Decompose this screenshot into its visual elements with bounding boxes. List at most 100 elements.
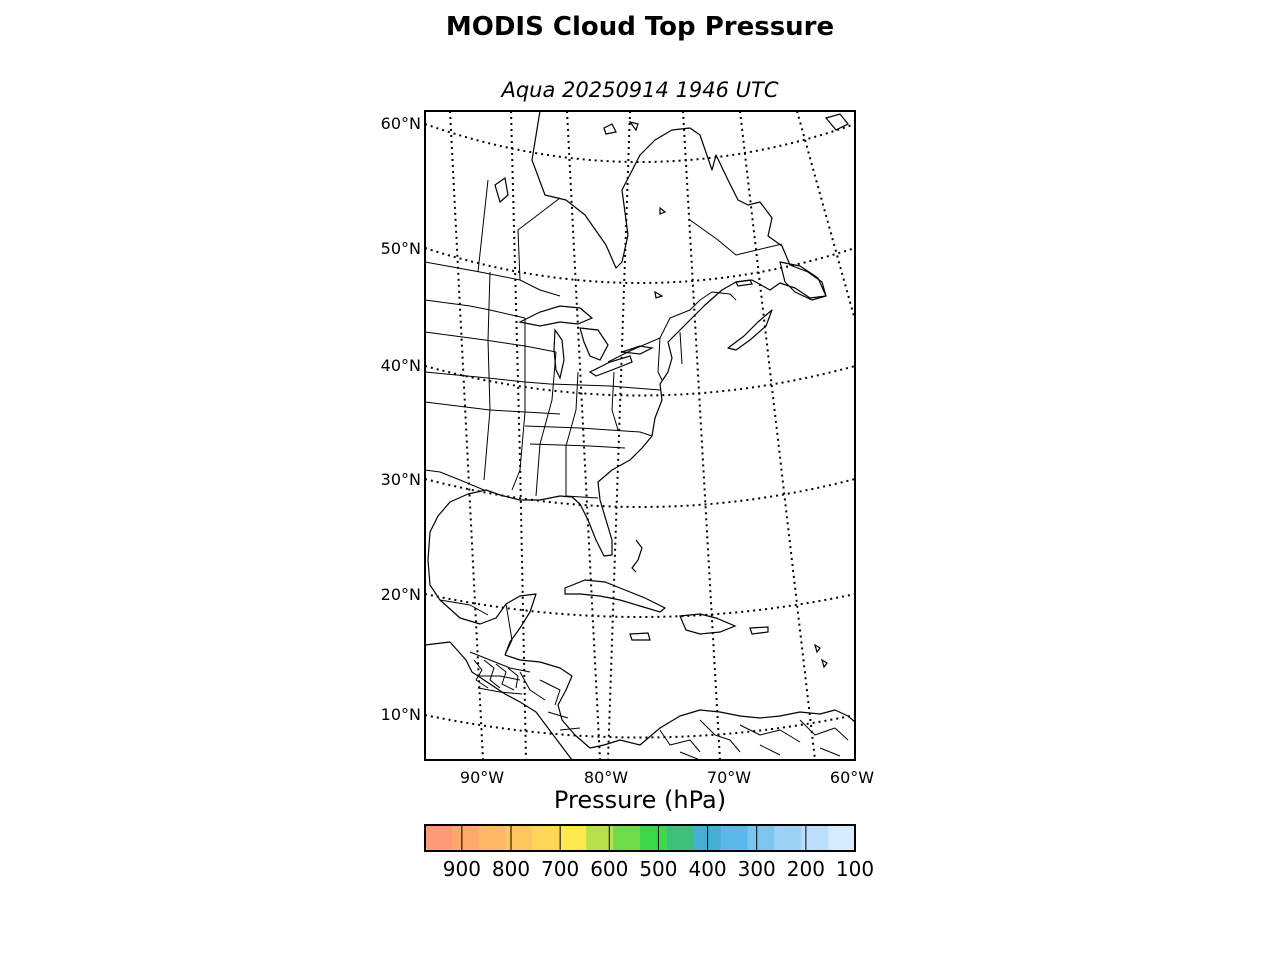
colorbar-swatch	[801, 825, 829, 851]
us-state-col-2	[511, 318, 526, 491]
colorbar-ticks: 900 800 700 600 500 400 300 200 100	[443, 825, 874, 881]
canada-province-ontario	[517, 197, 561, 281]
colorbar-swatch	[451, 825, 480, 851]
parallel-60n	[425, 123, 855, 163]
mexico-yucatan	[504, 603, 513, 656]
lon-label-70w: 70°W	[707, 768, 751, 787]
lake-ontario	[621, 345, 654, 355]
meridian-80w	[566, 111, 601, 760]
us-state-row-4	[425, 401, 561, 415]
colorbar-swatch	[747, 825, 775, 851]
lake-huron	[579, 327, 609, 361]
meridian-90w	[449, 111, 484, 760]
colorbar-tick-label: 700	[541, 857, 579, 881]
meridian-65w	[739, 111, 816, 760]
nova-scotia	[727, 309, 773, 351]
mexico-states-1	[439, 599, 489, 616]
map-content	[425, 111, 855, 760]
lat-label-10n: 10°N	[381, 705, 421, 724]
longitude-labels: 90°W 80°W 70°W 60°W	[460, 768, 874, 787]
us-state-row-2	[425, 331, 557, 353]
lake-winnipeg	[494, 176, 509, 204]
lesser-antilles-1	[814, 643, 821, 654]
labrador-lake	[659, 206, 667, 215]
us-state-col-1	[483, 271, 491, 481]
bahamas	[631, 539, 643, 573]
parallel-lines	[425, 123, 855, 739]
colorbar-tick-label: 500	[639, 857, 677, 881]
us-state-row-3	[425, 371, 661, 391]
parallel-50n	[425, 247, 855, 284]
anticosti	[735, 279, 753, 287]
us-state-col-7	[679, 331, 683, 365]
colorbar-swatch	[613, 825, 641, 851]
lon-label-60w: 60°W	[830, 768, 874, 787]
lat-label-30n: 30°N	[381, 470, 421, 489]
colorbar-swatch	[640, 825, 668, 851]
colorbar-swatch	[774, 825, 802, 851]
south-america-coast	[639, 709, 855, 746]
hudson-bay-coast	[531, 111, 701, 269]
parallel-10n	[425, 714, 855, 739]
labrador-coast	[699, 134, 827, 297]
colorbar-tick-label: 200	[787, 857, 825, 881]
colorbar-swatch	[425, 825, 453, 851]
lake-erie	[588, 355, 633, 377]
us-state-col-3	[535, 351, 557, 497]
lat-label-50n: 50°N	[381, 239, 421, 258]
arctic-island-3	[824, 113, 849, 131]
us-state-col-6	[657, 337, 663, 381]
parallel-20n	[425, 593, 855, 618]
colorbar-swatch	[478, 825, 507, 851]
mexico-municipal-grid	[473, 659, 523, 695]
pacific-mexico-coast	[425, 641, 573, 760]
colorbar-tick-label: 800	[492, 857, 530, 881]
us-east-coast	[559, 371, 669, 557]
canada-province-manitoba	[477, 179, 489, 273]
quebec-lake	[654, 290, 664, 299]
us-mexico-border	[425, 469, 485, 491]
meridian-60w	[796, 111, 855, 321]
colorbar-swatch	[532, 825, 560, 851]
lon-label-80w: 80°W	[584, 768, 628, 787]
lat-label-20n: 20°N	[381, 585, 421, 604]
arctic-island-1	[603, 123, 617, 135]
political-borders	[425, 179, 849, 760]
coastlines	[425, 111, 855, 760]
meridian-85w	[510, 111, 527, 760]
colorbar-tick-label: 600	[590, 857, 628, 881]
us-canada-border-east	[607, 291, 737, 363]
islands-and-lakes	[494, 113, 849, 669]
figure-subtitle: Aqua 20250914 1946 UTC	[501, 78, 779, 102]
lat-label-40n: 40°N	[381, 356, 421, 375]
colorbar-label: Pressure (hPa)	[553, 786, 727, 814]
figure-title: MODIS Cloud Top Pressure	[445, 12, 835, 42]
central-america-borders	[519, 671, 581, 731]
mexico-states-2	[469, 651, 531, 673]
us-state-col-4	[565, 371, 599, 499]
colorbar-tick-label: 400	[688, 857, 726, 881]
colorbar-swatch	[559, 825, 587, 851]
colorbar-tick-label: 300	[738, 857, 776, 881]
lake-superior	[518, 305, 594, 327]
us-state-row-1	[425, 299, 526, 319]
colorbar-swatch	[505, 825, 533, 851]
colorbar-tick-label: 100	[836, 857, 874, 881]
newfoundland	[779, 261, 827, 301]
south-america-borders	[659, 719, 849, 760]
colorbar-tick-label: 900	[443, 857, 481, 881]
colorbar-swatch	[828, 825, 856, 851]
colorbar-swatch	[720, 825, 748, 851]
parallel-40n	[425, 365, 855, 397]
jamaica	[629, 632, 651, 641]
us-state-row-6	[529, 443, 626, 449]
lat-label-60n: 60°N	[381, 114, 421, 133]
parallel-30n	[425, 478, 855, 508]
colorbar-swatch	[666, 825, 695, 851]
lake-michigan	[553, 328, 565, 380]
colorbar-swatches	[425, 825, 856, 851]
central-america-coast	[504, 654, 641, 749]
cuba	[564, 579, 667, 613]
